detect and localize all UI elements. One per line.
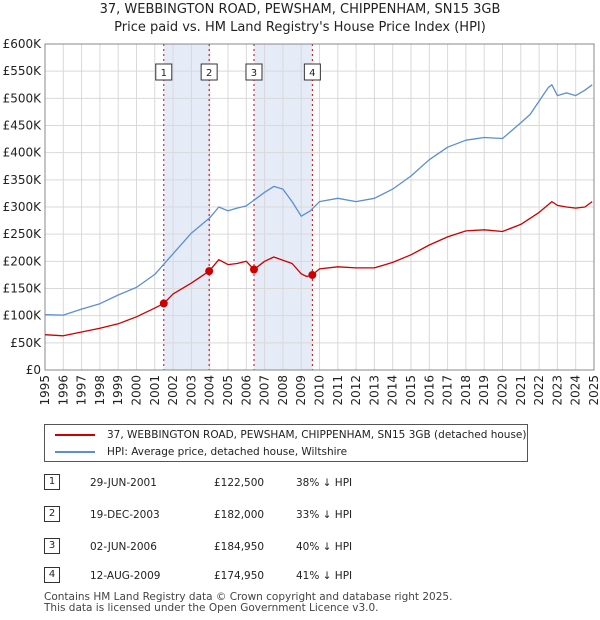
- footer-licence: This data is licensed under the Open Gov…: [44, 602, 379, 614]
- x-tick-label: 2008: [276, 375, 290, 406]
- x-tick-label: 1997: [75, 375, 89, 406]
- sale-label: 4: [309, 68, 315, 79]
- x-tick-label: 2018: [459, 375, 473, 406]
- y-tick-label: £300K: [3, 200, 43, 214]
- transaction-number: 3: [44, 538, 60, 554]
- sale-point: [159, 299, 168, 308]
- chart-subtitle: Price paid vs. HM Land Registry's House …: [114, 20, 486, 35]
- transaction-date: 19-DEC-2003: [90, 509, 160, 521]
- transaction-hpi-diff: 38% ↓ HPI: [296, 477, 353, 489]
- x-tick-label: 2000: [130, 375, 144, 406]
- x-tick-label: 2019: [477, 375, 491, 406]
- y-tick-label: £250K: [3, 227, 43, 241]
- sale-label: 3: [251, 68, 257, 79]
- y-tick-label: £200K: [3, 254, 43, 268]
- y-tick-label: £550K: [3, 64, 43, 78]
- plot-frame: [44, 43, 595, 371]
- x-tick-label: 2004: [203, 375, 217, 406]
- sale-point: [205, 267, 214, 276]
- transaction-hpi-diff: 41% ↓ HPI: [296, 570, 353, 582]
- x-tick-label: 2010: [313, 375, 327, 406]
- y-tick-label: £100K: [3, 309, 43, 323]
- x-tick-label: 2015: [404, 375, 418, 406]
- x-tick-label: 1999: [111, 375, 125, 406]
- x-tick-label: 2012: [349, 375, 363, 406]
- x-tick-label: 2020: [496, 375, 510, 406]
- x-tick-label: 2011: [331, 375, 345, 406]
- x-tick-label: 2005: [221, 375, 235, 406]
- legend-label-hpi: HPI: Average price, detached house, Wilt…: [107, 446, 348, 458]
- x-tick-label: 2013: [367, 375, 381, 406]
- legend: 37, WEBBINGTON ROAD, PEWSHAM, CHIPPENHAM…: [44, 424, 528, 462]
- x-tick-label: 2022: [532, 375, 546, 406]
- x-tick-label: 2023: [550, 375, 564, 406]
- x-tick-label: 2002: [166, 375, 180, 406]
- x-tick-label: 2003: [184, 375, 198, 406]
- transaction-number: 2: [44, 506, 60, 522]
- transaction-date: 29-JUN-2001: [90, 477, 157, 489]
- y-tick-label: £150K: [3, 282, 43, 296]
- transaction-date: 02-JUN-2006: [90, 541, 157, 553]
- y-tick-label: £400K: [3, 146, 43, 160]
- price-chart: £0 £50K £100K £150K £200K £250K £300K £350K £400…: [3, 37, 600, 406]
- transaction-number: 1: [44, 474, 60, 490]
- legend-line-hpi: [55, 451, 95, 453]
- transaction-price: £184,950: [214, 541, 265, 553]
- transaction-hpi-diff: 40% ↓ HPI: [296, 541, 353, 553]
- y-tick-label: £500K: [3, 91, 43, 105]
- y-tick-label: £0: [26, 363, 41, 377]
- x-tick-label: 1995: [38, 375, 52, 406]
- series-line-hpi: [44, 84, 593, 316]
- chart-title: 37, WEBBINGTON ROAD, PEWSHAM, CHIPPENHAM…: [99, 2, 501, 17]
- x-tick-label: 2025: [587, 375, 600, 406]
- x-tick-label: 2006: [239, 375, 253, 406]
- legend-label-property: 37, WEBBINGTON ROAD, PEWSHAM, CHIPPENHAM…: [107, 429, 527, 441]
- transaction-price: £174,950: [214, 570, 265, 582]
- sale-label: 1: [161, 68, 167, 79]
- sale-point: [308, 270, 317, 279]
- x-tick-label: 2024: [569, 375, 583, 406]
- sale-label: 2: [206, 68, 212, 79]
- x-tick-label: 1998: [93, 375, 107, 406]
- x-tick-label: 2009: [294, 375, 308, 406]
- y-tick-label: £350K: [3, 173, 43, 187]
- x-tick-label: 2007: [258, 375, 272, 406]
- sale-label-box: [245, 63, 263, 81]
- transaction-date: 12-AUG-2009: [90, 570, 161, 582]
- y-tick-label: £50K: [10, 336, 42, 350]
- legend-line-property: [55, 434, 95, 436]
- transaction-price: £182,000: [214, 509, 265, 521]
- sale-label-box: [155, 63, 173, 81]
- x-tick-label: 2014: [386, 375, 400, 406]
- x-tick-label: 1996: [56, 375, 70, 406]
- x-tick-label: 2001: [148, 375, 162, 406]
- sale-label-box: [303, 63, 321, 81]
- transaction-hpi-diff: 33% ↓ HPI: [296, 509, 353, 521]
- sale-label-box: [200, 63, 218, 81]
- x-tick-label: 2016: [422, 375, 436, 406]
- y-tick-label: £600K: [3, 37, 43, 51]
- footer-copyright: Contains HM Land Registry data © Crown c…: [44, 591, 453, 603]
- x-tick-label: 2021: [514, 375, 528, 406]
- transaction-number: 4: [44, 567, 60, 583]
- transaction-price: £122,500: [214, 477, 265, 489]
- y-tick-label: £450K: [3, 119, 43, 133]
- sale-point: [249, 265, 258, 274]
- x-tick-label: 2017: [441, 375, 455, 406]
